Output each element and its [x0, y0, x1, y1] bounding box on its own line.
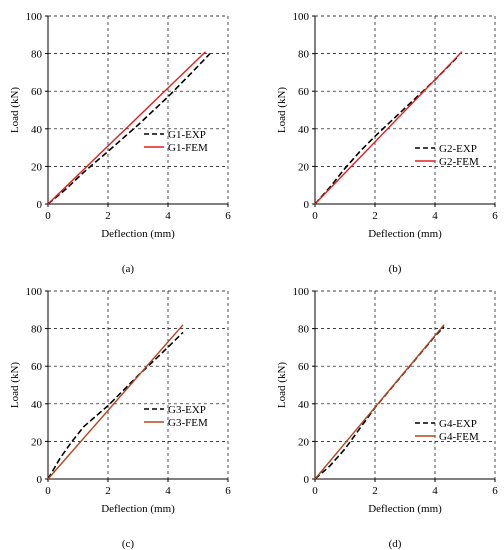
y-tick-label: 20 [31, 161, 43, 173]
legend-label: G4-EXP [439, 418, 477, 430]
y-tick-label: 0 [304, 199, 310, 211]
chart-panel-4: 0 20 40 60 80 100 0 2 4 6 Deflection (mm) Load (kN)… [276, 286, 498, 550]
y-tick-label: 0 [37, 199, 43, 211]
y-tick-label: 80 [31, 49, 43, 61]
series-line-g3-fem [47, 324, 184, 480]
y-tick-label: 80 [298, 49, 310, 61]
x-axis-label: Deflection (mm) [368, 228, 442, 240]
y-tick-label: 80 [31, 324, 43, 336]
x-tick-label: 6 [225, 210, 231, 222]
legend-label: G1-FEM [168, 142, 208, 154]
y-axis-label: Load (kN) [276, 87, 288, 133]
legend-label: G3-EXP [168, 404, 206, 416]
y-axis-label: Load (kN) [276, 362, 288, 408]
x-tick-label: 0 [45, 485, 51, 497]
x-tick-label: 2 [105, 210, 111, 222]
y-tick-label: 60 [298, 86, 310, 98]
x-tick-label: 0 [312, 485, 318, 497]
y-axis-label: Load (kN) [9, 362, 21, 408]
x-tick-label: 4 [432, 210, 438, 222]
y-tick-label: 20 [31, 436, 43, 448]
chart-panel-3: 0 20 40 60 80 100 0 2 4 6 Deflection (mm) Load (kN)… [9, 286, 231, 550]
x-axis-label: Deflection (mm) [368, 503, 442, 515]
series-line-g2-fem [314, 51, 463, 205]
x-tick-label: 2 [105, 485, 111, 497]
y-tick-label: 20 [298, 436, 310, 448]
legend-label: G4-FEM [439, 431, 479, 443]
panel-label: (c) [122, 538, 135, 550]
x-tick-label: 4 [432, 485, 438, 497]
legend-label: G2-EXP [439, 143, 477, 155]
y-tick-label: 60 [31, 86, 43, 98]
y-tick-label: 100 [26, 11, 43, 23]
x-tick-label: 6 [492, 210, 498, 222]
series-line-g1-exp [47, 53, 211, 205]
x-tick-label: 2 [372, 485, 378, 497]
x-tick-label: 0 [312, 210, 318, 222]
x-tick-label: 2 [372, 210, 378, 222]
y-tick-label: 40 [298, 124, 310, 136]
y-tick-label: 60 [31, 361, 43, 373]
y-tick-label: 100 [26, 286, 43, 298]
y-tick-label: 60 [298, 361, 310, 373]
x-tick-label: 4 [165, 210, 171, 222]
panel-label: (d) [389, 538, 402, 550]
y-tick-label: 40 [298, 399, 310, 411]
x-tick-label: 4 [165, 485, 171, 497]
x-axis-label: Deflection (mm) [101, 228, 175, 240]
legend-label: G3-FEM [168, 417, 208, 429]
panel-label: (b) [389, 263, 402, 275]
series-line-g3-exp [47, 331, 184, 480]
y-tick-label: 100 [293, 11, 310, 23]
series-line-g4-fem [314, 324, 445, 480]
x-tick-label: 6 [492, 485, 498, 497]
y-tick-label: 40 [31, 124, 43, 136]
chart-panel-2: 0 20 40 60 80 100 0 2 4 6 Deflection (mm) Load (kN)… [276, 11, 498, 275]
y-tick-label: 20 [298, 161, 310, 173]
y-tick-label: 100 [293, 286, 310, 298]
y-tick-label: 40 [31, 399, 43, 411]
series-line-g4-exp [314, 326, 445, 480]
x-tick-label: 6 [225, 485, 231, 497]
panel-label: (a) [122, 263, 135, 275]
series-line-g1-fem [47, 51, 206, 205]
y-tick-label: 0 [304, 474, 310, 486]
legend-label: G2-FEM [439, 156, 479, 168]
legend-label: G1-EXP [168, 129, 206, 141]
y-tick-label: 0 [37, 474, 43, 486]
chart-panel-1: 0 20 40 60 80 100 0 2 4 6 Deflection (mm) Load (kN)… [9, 11, 231, 275]
y-axis-label: Load (kN) [9, 87, 21, 133]
y-tick-label: 80 [298, 324, 310, 336]
x-tick-label: 0 [45, 210, 51, 222]
x-axis-label: Deflection (mm) [101, 503, 175, 515]
